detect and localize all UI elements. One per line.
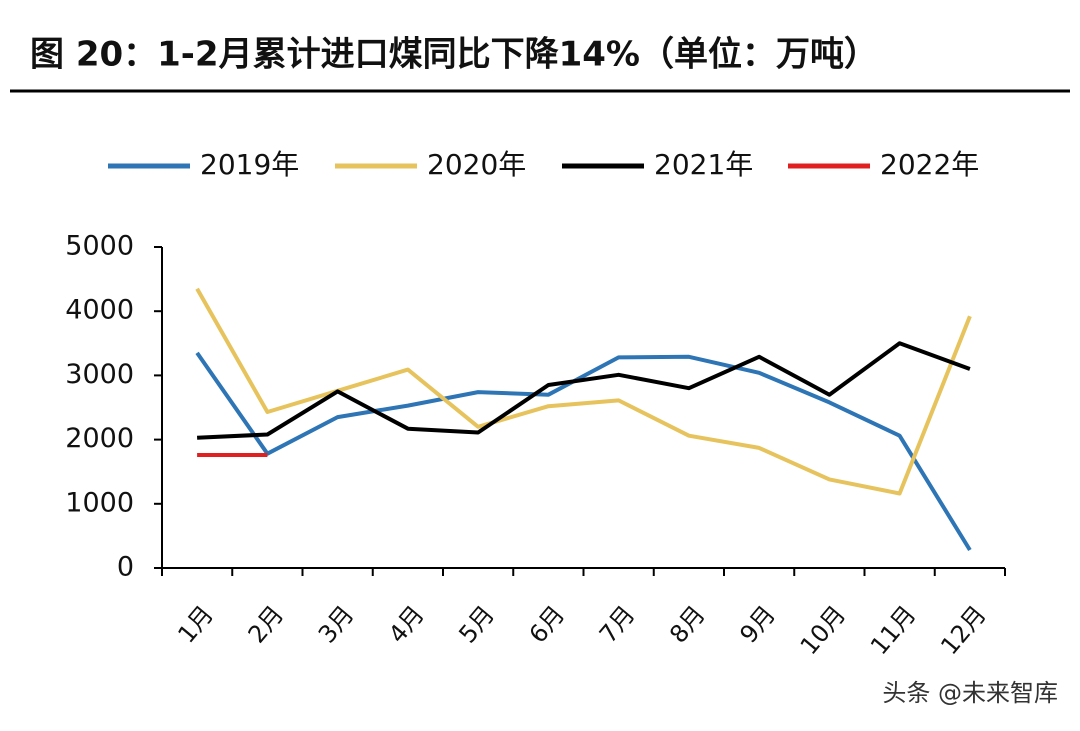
watermark: 头条 @未来智库 [882, 679, 1058, 707]
x-tick-label: 10月 [795, 600, 852, 660]
series-line [195, 287, 972, 496]
x-tick-label: 4月 [383, 600, 430, 648]
legend-label: 2020年 [427, 148, 526, 181]
y-tick-label: 0 [117, 552, 134, 583]
y-tick-label: 1000 [65, 487, 134, 518]
x-tick-label: 1月 [172, 600, 219, 648]
legend-label: 2021年 [654, 148, 753, 181]
y-tick-label: 4000 [65, 295, 134, 326]
x-tick-label: 9月 [734, 600, 781, 648]
legend-label: 2022年 [880, 148, 979, 181]
chart-title: 图 20：1-2月累计进口煤同比下降14%（单位：万吨） [30, 35, 878, 75]
y-tick-label: 2000 [65, 423, 134, 454]
x-tick-label: 7月 [594, 600, 641, 648]
x-tick-label: 6月 [524, 600, 571, 648]
x-tick-label: 12月 [935, 600, 992, 660]
x-tick-label: 11月 [865, 600, 922, 660]
y-tick-label: 5000 [65, 231, 134, 262]
x-tick-label: 2月 [243, 600, 290, 648]
x-tick-label: 8月 [664, 600, 711, 648]
series-line [195, 351, 972, 552]
x-tick-label: 5月 [453, 600, 500, 648]
series-line [197, 341, 971, 440]
x-tick-label: 3月 [313, 600, 360, 648]
legend-label: 2019年 [200, 148, 299, 181]
y-tick-label: 3000 [65, 359, 134, 390]
